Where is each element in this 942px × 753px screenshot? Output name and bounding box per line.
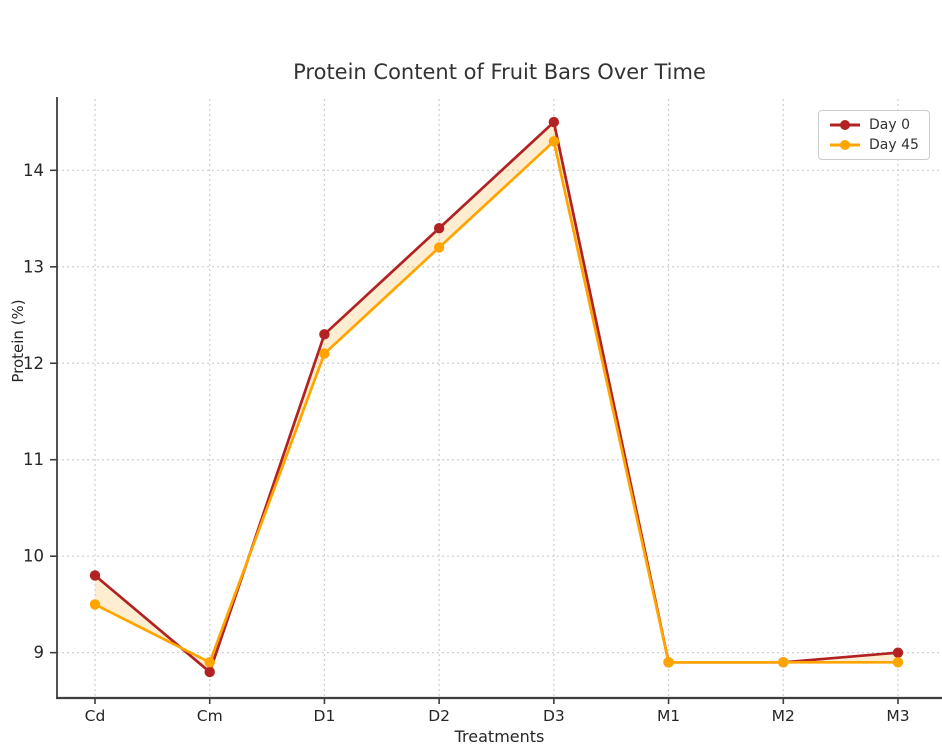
- legend-marker-dot: [840, 120, 850, 130]
- y-tick-label: 11: [23, 450, 44, 469]
- x-tick-label: D3: [543, 707, 565, 725]
- x-tick-label: M2: [772, 707, 795, 725]
- y-tick-label: 10: [23, 547, 44, 566]
- data-point-day-45-cm: [204, 657, 215, 668]
- x-tick-label: Cm: [197, 707, 223, 725]
- data-point-day-0-d2: [433, 222, 445, 234]
- legend: Day 0 Day 45: [818, 110, 930, 160]
- series-line-day-0: [93, 120, 900, 674]
- legend-label: Day 45: [869, 137, 919, 153]
- data-point-day-45-cd: [89, 599, 101, 610]
- legend-line-marker-icon: [830, 120, 860, 130]
- data-point-day-0-m3: [892, 647, 904, 658]
- data-point-day-45-d1: [319, 348, 330, 359]
- legend-marker-dot: [840, 140, 850, 150]
- chart-title: Protein Content of Fruit Bars Over Time: [293, 60, 706, 84]
- data-point-day-45-m2: [778, 657, 789, 668]
- y-tick-label: 12: [23, 354, 44, 373]
- legend-item-day-0: Day 0: [829, 118, 921, 132]
- x-tick-label: Cd: [85, 707, 106, 725]
- data-point-day-0-d3: [548, 116, 560, 128]
- x-tick-label: M3: [886, 707, 909, 725]
- y-tick-label: 14: [23, 161, 44, 180]
- x-tick-label: D1: [314, 707, 336, 725]
- series-line-day-45: [93, 140, 900, 664]
- data-point-day-0-cd: [89, 570, 101, 581]
- data-point-day-45-d2: [433, 242, 445, 253]
- data-point-day-45-m1: [663, 657, 674, 668]
- x-tick-label: M1: [657, 707, 680, 725]
- data-point-day-45-m3: [892, 657, 904, 668]
- legend-label: Day 0: [869, 117, 911, 133]
- data-point-day-0-d1: [319, 329, 330, 340]
- legend-item-day-45: Day 45: [829, 138, 921, 152]
- legend-line-marker-icon: [830, 140, 860, 150]
- x-axis-label: Treatments: [454, 727, 545, 746]
- y-tick-label: 9: [34, 643, 45, 662]
- series-fill-band: [95, 122, 898, 672]
- data-point-day-0-cm: [204, 666, 215, 678]
- x-tick-label: D2: [428, 707, 450, 725]
- data-point-day-45-d3: [548, 136, 560, 147]
- y-tick-label: 13: [23, 257, 44, 276]
